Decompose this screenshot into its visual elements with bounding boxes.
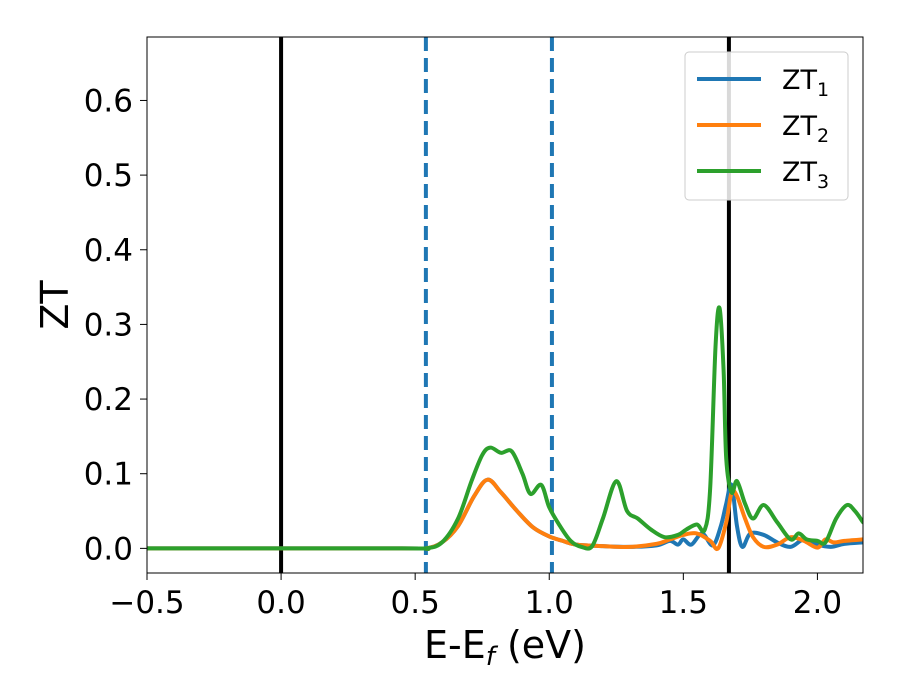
y-tick-label: 0.6 — [84, 83, 133, 119]
x-tick-label: 0.5 — [391, 585, 440, 621]
y-tick-label: 0.5 — [84, 158, 133, 194]
series-line-zt3 — [147, 305, 863, 551]
x-axis-label-unit: (eV) — [495, 623, 586, 667]
legend-label-zt1: ZT1 — [782, 65, 829, 101]
x-axis-label-base: E-E — [424, 623, 486, 667]
x-tick-label: 2.0 — [793, 585, 842, 621]
legend-label-zt3: ZT3 — [782, 157, 829, 193]
legend-label-zt2: ZT2 — [782, 111, 829, 147]
y-tick-label: 0.2 — [84, 382, 133, 418]
x-tick-label: −0.5 — [109, 585, 184, 621]
y-axis-ticks: 0.0 0.1 0.2 0.3 0.4 0.5 0.6 — [84, 83, 147, 567]
y-tick-label: 0.4 — [84, 233, 133, 269]
y-tick-label: 0.0 — [84, 531, 133, 567]
y-tick-label: 0.1 — [84, 457, 133, 493]
legend: ZT1 ZT2 ZT3 — [684, 51, 849, 201]
y-axis-label: ZT — [33, 280, 77, 330]
x-tick-label: 1.0 — [525, 585, 574, 621]
x-axis-ticks: −0.5 0.0 0.5 1.0 1.5 2.0 — [109, 573, 842, 621]
x-tick-label: 0.0 — [256, 585, 305, 621]
x-tick-label: 1.5 — [659, 585, 708, 621]
series-lines — [147, 305, 863, 552]
vertical-reference-lines — [279, 37, 731, 573]
legend-box — [684, 51, 849, 201]
plot-frame — [146, 36, 864, 574]
y-tick-label: 0.3 — [84, 307, 133, 343]
x-axis-label: E-Ef (eV) — [424, 623, 586, 672]
